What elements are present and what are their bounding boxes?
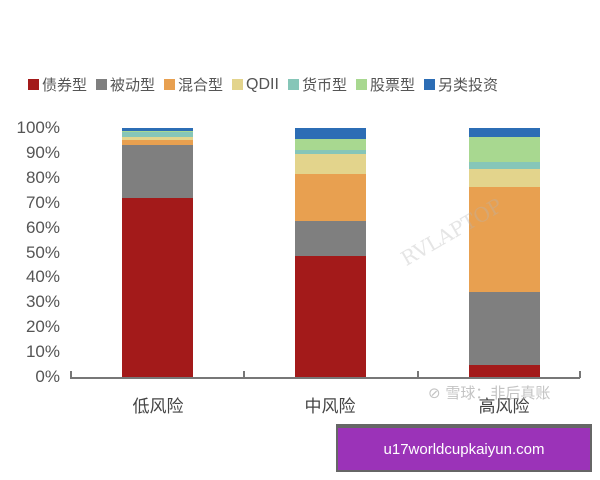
y-tick-label: 10% <box>25 342 60 362</box>
bar-segment <box>469 292 540 365</box>
x-axis-tick <box>579 371 581 378</box>
y-tick-label: 40% <box>25 267 60 287</box>
legend-swatch-icon <box>287 79 299 90</box>
bar-segment <box>469 364 540 377</box>
promo-banner[interactable]: u17worldcupkaiyun.com <box>336 424 592 472</box>
bar-segment <box>122 197 193 377</box>
legend-item: QDII <box>232 76 279 94</box>
stacked-bar <box>469 128 540 377</box>
bar-segment <box>295 139 366 151</box>
x-label-high-risk: 高风险 <box>478 397 530 417</box>
stacked-bar <box>122 128 193 377</box>
bar-segment <box>122 130 193 132</box>
y-tick-label: 100% <box>16 118 60 137</box>
bar-segment <box>469 161 540 170</box>
legend-label: 另类投资 <box>437 76 498 94</box>
bar-segment <box>295 128 366 140</box>
legend-label: 混合型 <box>178 76 224 94</box>
bar-segment <box>295 221 366 257</box>
bar-segment <box>122 131 193 137</box>
promo-banner-text: u17worldcupkaiyun.com <box>383 440 545 458</box>
y-tick-label: 60% <box>25 217 60 237</box>
y-tick-label: 90% <box>25 142 60 162</box>
legend-swatch-icon <box>164 79 176 90</box>
legend-item: 混合型 <box>164 74 223 95</box>
bar-segment <box>122 140 193 146</box>
legend-item: 股票型 <box>355 74 415 95</box>
source-watermark-text: 雪球：非后真账 <box>445 384 551 402</box>
bar-segment <box>469 136 540 162</box>
legend-label: 股票型 <box>369 76 415 94</box>
legend-item: 另类投资 <box>423 74 498 95</box>
x-label-mid-risk: 中风险 <box>304 397 356 417</box>
legend-label: 货币型 <box>301 76 347 94</box>
legend-label: 债券型 <box>42 76 88 94</box>
bar-segment <box>122 145 193 198</box>
bar-segment <box>122 128 193 131</box>
stacked-bar <box>295 128 366 377</box>
legend-label: QDII <box>246 75 279 93</box>
legend-swatch-icon <box>423 79 435 90</box>
x-label-low-risk: 低风险 <box>132 397 184 417</box>
legend-swatch-icon <box>96 79 108 90</box>
bar-segment <box>295 174 366 222</box>
legend-label: 被动型 <box>110 76 156 94</box>
x-axis-line <box>70 377 580 379</box>
bar-segment <box>295 256 366 377</box>
source-logo-icon: ⊘ <box>428 384 441 402</box>
bar-segment <box>295 150 366 155</box>
x-axis-tick <box>417 371 419 378</box>
legend-item: 被动型 <box>96 74 155 95</box>
y-tick-label: 70% <box>25 192 60 212</box>
legend-item: 货币型 <box>287 74 347 95</box>
bar-segment <box>469 169 540 187</box>
y-tick-label: 0% <box>35 367 60 386</box>
legend-item: 债券型 <box>28 74 87 95</box>
bar-segment <box>469 186 540 293</box>
y-tick-label: 20% <box>25 317 60 337</box>
x-axis-tick <box>70 371 72 378</box>
bar-segment <box>469 128 540 137</box>
chart-legend: 债券型 被动型 混合型 QDII 货币型 股票型 另类投资 <box>28 74 507 95</box>
y-tick-label: 80% <box>25 167 60 187</box>
x-axis-tick <box>243 371 245 378</box>
y-tick-label: 50% <box>25 242 60 262</box>
legend-swatch-icon <box>355 79 367 90</box>
y-tick-label: 30% <box>25 292 60 312</box>
bar-segment <box>122 136 193 141</box>
bar-segment <box>295 154 366 175</box>
legend-swatch-icon <box>28 79 39 90</box>
legend-swatch-icon <box>232 79 244 90</box>
source-watermark: ⊘ 雪球：非后真账 <box>428 382 550 403</box>
